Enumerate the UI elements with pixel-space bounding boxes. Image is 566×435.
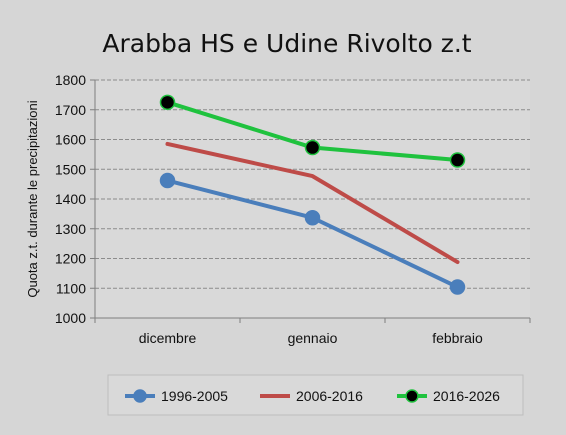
legend-label-3: 2016-2026 — [433, 388, 500, 404]
chart-title: Arabba HS e Udine Rivolto z.t — [102, 29, 471, 58]
data-point-series-3 — [304, 139, 321, 156]
legend-box — [107, 374, 524, 416]
y-tick-label: 1600 — [55, 132, 86, 148]
y-tick-label: 1800 — [55, 72, 86, 88]
data-point-series-3 — [159, 94, 176, 111]
y-axis-title: Quota z.t. durante le precipitazioni — [25, 100, 40, 297]
y-tick-label: 1300 — [55, 221, 86, 237]
legend-marker-1 — [133, 389, 147, 403]
x-tick-label: febbraio — [432, 330, 483, 346]
data-point-series-1 — [449, 279, 466, 295]
legend-label-1: 1996-2005 — [161, 388, 228, 404]
data-point-series-1 — [159, 172, 176, 189]
x-tick-label: dicembre — [139, 330, 197, 346]
data-point-series-1 — [304, 209, 321, 226]
legend-marker-3 — [405, 389, 419, 403]
series-line-2 — [165, 141, 460, 265]
x-tick-label: gennaio — [288, 330, 338, 346]
y-tick-label: 1100 — [56, 280, 86, 296]
legend: 1996-2005 2006-2016 2016-2026 — [107, 374, 524, 416]
y-tick-label: 1000 — [55, 310, 86, 326]
y-tick-label: 1700 — [55, 102, 86, 118]
plot-area: 1000 1100 1200 1300 1400 1500 1600 1700 1800 dice… — [55, 72, 531, 346]
legend-label-2: 2006-2016 — [296, 388, 363, 404]
y-tick-label: 1500 — [55, 161, 86, 177]
y-tick-label: 1200 — [55, 251, 86, 267]
data-point-series-3 — [449, 152, 466, 168]
y-tick-label: 1400 — [55, 191, 86, 207]
